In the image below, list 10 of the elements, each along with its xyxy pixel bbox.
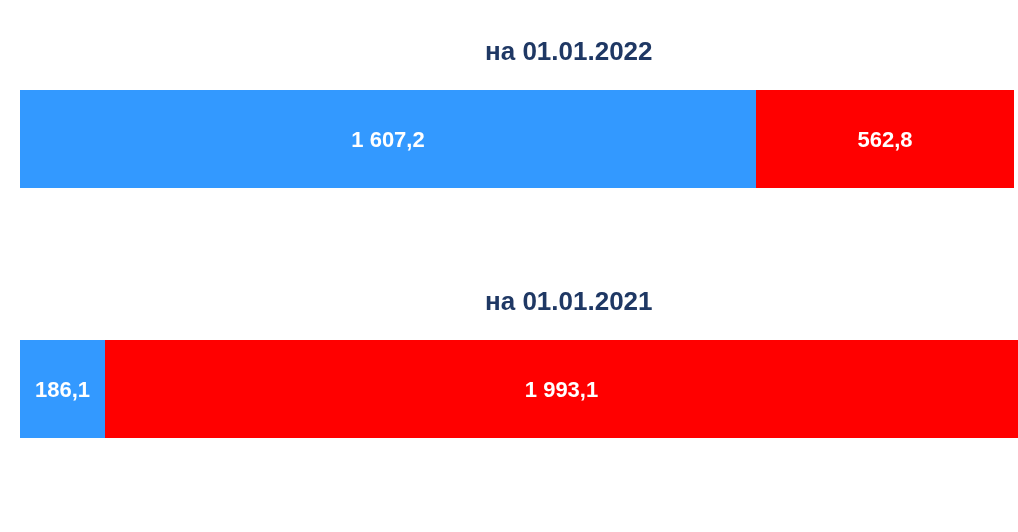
data-label: 1 993,1 — [524, 376, 599, 402]
y-tick-label: на 01.01.2022 — [485, 36, 653, 66]
bar — [20, 340, 105, 438]
data-label: 562,8 — [857, 126, 913, 152]
bar — [105, 340, 1018, 438]
bar — [756, 90, 1014, 188]
y-tick-label: на 01.01.2021 — [485, 286, 653, 316]
data-label: 186,1 — [34, 376, 91, 402]
bar — [20, 90, 756, 188]
data-label: 1 607,2 — [351, 126, 425, 152]
